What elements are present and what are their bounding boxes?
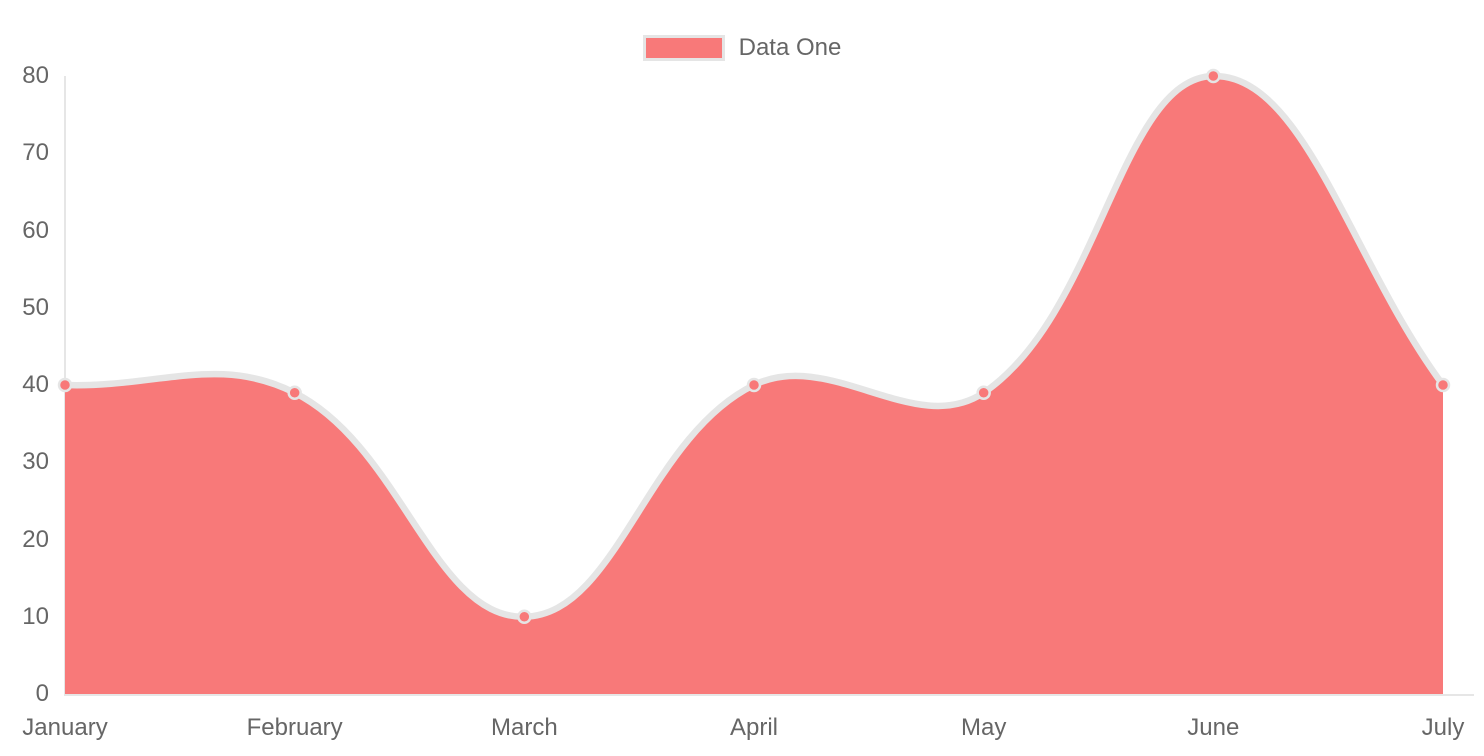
- x-tick-label: February: [246, 714, 343, 741]
- legend-item-data-one[interactable]: Data One: [642, 34, 842, 61]
- y-tick-label: 60: [22, 216, 49, 244]
- data-point[interactable]: [746, 377, 762, 393]
- data-point[interactable]: [1435, 377, 1451, 393]
- y-tick-label: 70: [22, 139, 49, 167]
- data-point[interactable]: [1206, 68, 1221, 84]
- chart-legend: Data One: [0, 35, 1484, 61]
- legend-label: Data One: [738, 34, 842, 61]
- y-tick-label: 40: [22, 371, 49, 398]
- x-tick-label: May: [960, 714, 1007, 741]
- legend-swatch: [642, 35, 725, 61]
- y-tick-label: 20: [22, 525, 49, 553]
- data-point[interactable]: [287, 385, 302, 400]
- x-tick-label: June: [1187, 714, 1240, 741]
- y-tick-label: 80: [22, 62, 49, 89]
- y-tick-label: 50: [22, 293, 49, 321]
- y-tick-label: 0: [35, 680, 49, 707]
- y-tick-label: 30: [22, 448, 49, 476]
- data-point[interactable]: [57, 377, 73, 393]
- x-tick-label: April: [729, 714, 779, 741]
- data-point[interactable]: [976, 385, 991, 400]
- x-tick-label: March: [490, 714, 558, 741]
- x-tick-label: July: [1421, 714, 1465, 741]
- y-tick-label: 10: [22, 602, 49, 630]
- data-point[interactable]: [517, 609, 532, 624]
- x-tick-label: January: [22, 714, 108, 741]
